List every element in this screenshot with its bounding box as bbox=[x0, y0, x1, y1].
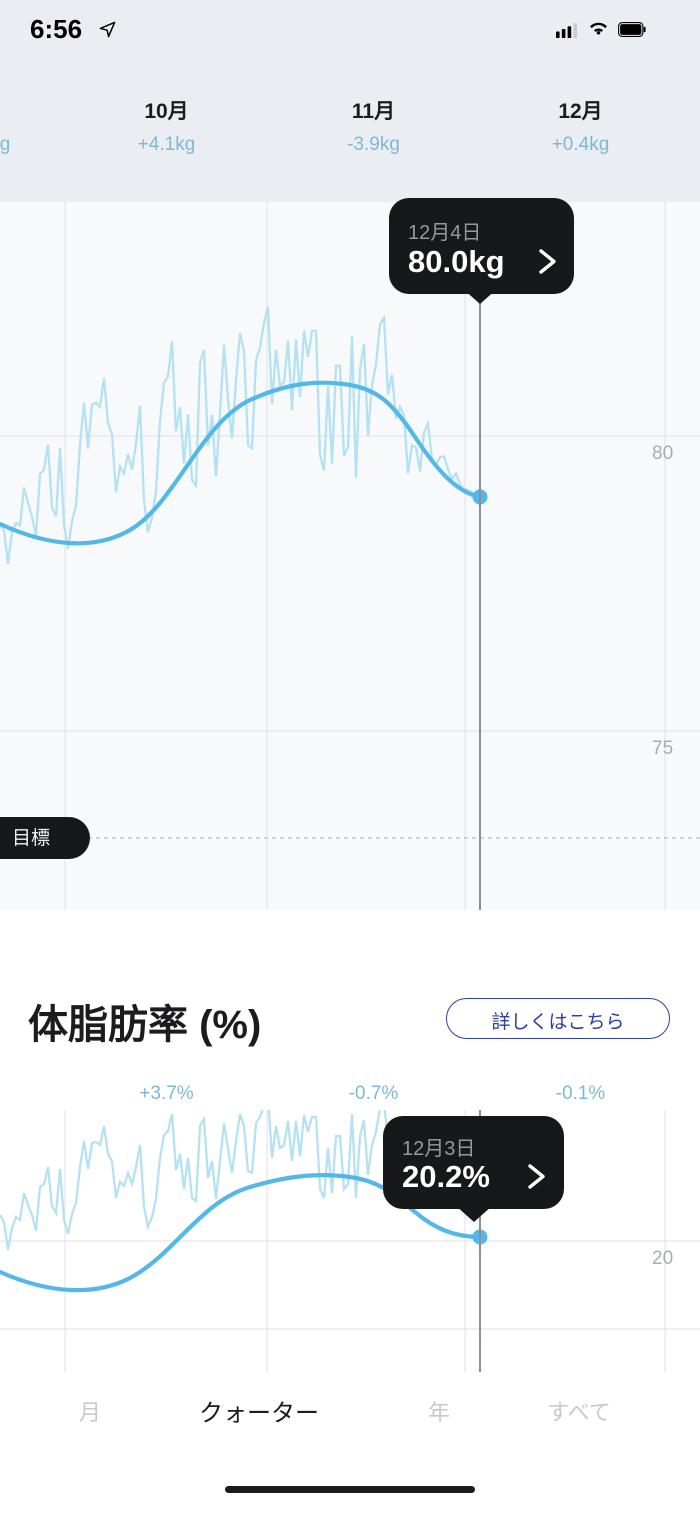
svg-text:80: 80 bbox=[652, 443, 673, 464]
svg-text:目標: 目標 bbox=[12, 827, 50, 849]
svg-text:20: 20 bbox=[652, 1248, 673, 1269]
svg-text:75: 75 bbox=[652, 738, 673, 759]
